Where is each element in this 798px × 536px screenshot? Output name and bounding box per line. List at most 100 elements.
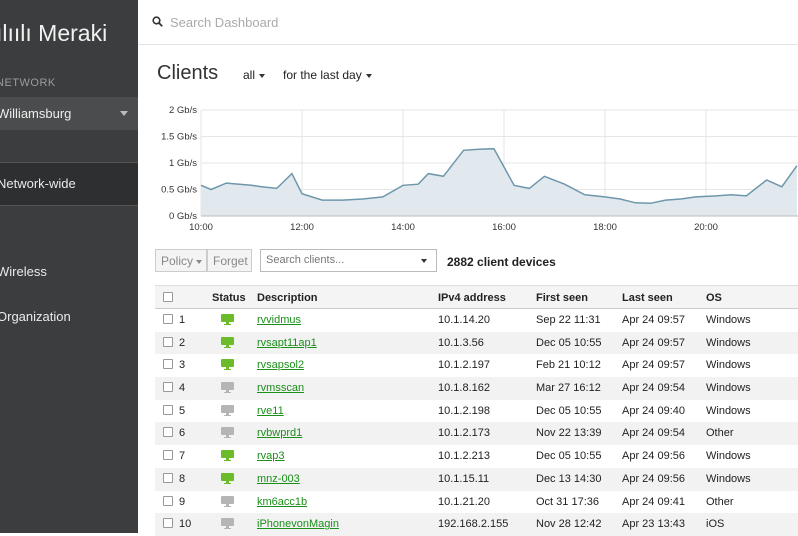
area-series: [201, 148, 797, 216]
last-seen: Apr 24 09:56: [622, 472, 685, 485]
table-row[interactable]: 5 rve11 10.1.2.198 Dec 05 10:55 Apr 24 09:40…: [155, 399, 798, 423]
client-description-link[interactable]: rvsapt11ap1: [257, 336, 317, 349]
table-row[interactable]: 7 rvap3 10.1.2.213 Dec 05 10:55 Apr 24 09:56…: [155, 445, 798, 468]
table-row[interactable]: 2 rvsapt11ap1 10.1.3.56 Dec 05 10:55 Apr 24 …: [155, 331, 798, 355]
os: Windows: [706, 314, 751, 326]
column-header-last-seen[interactable]: Last seen: [622, 292, 673, 304]
os: Windows: [706, 359, 751, 372]
last-seen: Apr 24 09:41: [622, 495, 685, 508]
network-label: NETWORK: [0, 77, 56, 89]
last-seen: Apr 24 09:54: [622, 427, 685, 440]
sidebar: ılıılı Meraki NETWORK Williamsburg Netwo…: [0, 0, 138, 533]
row-number: 4: [179, 382, 186, 395]
column-header-description[interactable]: Description: [257, 292, 318, 304]
search-icon: [152, 16, 163, 27]
client-description-link[interactable]: km6acc1b: [257, 495, 308, 508]
client-count: 2882 client devices: [447, 255, 556, 269]
last-seen: Apr 24 09:56: [622, 450, 685, 463]
sidebar-item-organization[interactable]: Organization: [0, 296, 138, 340]
column-header-status[interactable]: Status: [212, 292, 246, 304]
row-checkbox[interactable]: [163, 518, 173, 529]
monitor-icon: [221, 427, 234, 439]
last-seen: Apr 24 09:57: [622, 336, 685, 349]
table-row[interactable]: 10 iPhonevonMagin 192.168.2.155 Nov 28 12:4…: [155, 513, 798, 536]
client-search-input[interactable]: [266, 254, 411, 266]
table-row[interactable]: 3 rvsapsol2 10.1.2.197 Feb 21 10:12 Apr 24 0…: [155, 354, 798, 378]
table-row[interactable]: 8 mnz-003 10.1.15.11 Dec 13 14:30 Apr 24 09:…: [155, 467, 798, 491]
x-tick-label: 20:00: [694, 222, 718, 233]
policy-button-label: Policy: [161, 254, 194, 268]
row-checkbox[interactable]: [163, 359, 173, 370]
x-tick-label: 18:00: [593, 222, 617, 233]
client-description-link[interactable]: mnz-003: [257, 472, 300, 485]
column-header-first-seen[interactable]: First seen: [536, 292, 588, 304]
row-checkbox[interactable]: [163, 495, 173, 506]
sidebar-item-wireless[interactable]: Wireless: [0, 251, 138, 295]
ipv4-address: 10.1.3.56: [438, 336, 484, 349]
dashboard-search-input[interactable]: [170, 11, 470, 33]
ipv4-address: 10.1.2.173: [438, 427, 490, 440]
first-seen: Dec 13 14:30: [536, 472, 602, 485]
sidebar-item-label: Organization: [0, 309, 71, 324]
table-row[interactable]: 6 rvbwprd1 10.1.2.173 Nov 22 13:39 Apr 24 09…: [155, 422, 798, 446]
ipv4-address: 10.1.2.198: [438, 404, 490, 417]
y-tick-label: 1.5 Gb/s: [161, 132, 197, 143]
row-number: 3: [179, 359, 186, 372]
last-seen: Apr 24 09:57: [622, 314, 685, 326]
y-tick-label: 2 Gb/s: [169, 105, 197, 116]
first-seen: Feb 21 10:12: [536, 359, 601, 372]
monitor-icon: [221, 495, 234, 507]
chevron-down-icon: [120, 111, 128, 116]
table-row[interactable]: 4 rvmsscan 10.1.8.162 Mar 27 16:12 Apr 24 09…: [155, 377, 798, 400]
usage-chart: 0 Gb/s 0.5 Gb/s 1 Gb/s 1.5 Gb/s 2 Gb/s 10:00 1…: [161, 105, 798, 233]
row-number: 10: [179, 518, 192, 531]
client-description-link[interactable]: rvmsscan: [257, 382, 305, 395]
policy-button[interactable]: Policy: [155, 249, 207, 272]
client-description-link[interactable]: rvap3: [257, 450, 285, 463]
row-checkbox[interactable]: [163, 382, 173, 393]
network-selector[interactable]: Williamsburg: [0, 97, 138, 130]
column-header-ipv4[interactable]: IPv4 address: [438, 292, 506, 304]
row-checkbox[interactable]: [163, 314, 173, 324]
client-search-field[interactable]: [260, 249, 437, 272]
row-checkbox[interactable]: [163, 336, 173, 347]
top-bar: [138, 0, 798, 45]
client-description-link[interactable]: rvsapsol2: [257, 359, 305, 372]
first-seen: Dec 05 10:55: [536, 336, 602, 349]
chevron-down-icon[interactable]: [421, 259, 427, 263]
last-seen: Apr 24 09:57: [622, 359, 685, 372]
scope-filter-dropdown[interactable]: all: [243, 68, 266, 82]
select-all-checkbox[interactable]: [163, 292, 173, 302]
page-title: Clients: [157, 62, 219, 84]
row-number: 7: [179, 450, 186, 463]
table-row[interactable]: 1 rvvidmus 10.1.14.20 Sep 22 11:31 Apr 24 09…: [155, 309, 798, 332]
ipv4-address: 10.1.2.213: [438, 450, 490, 463]
table-row[interactable]: 9 km6acc1b 10.1.21.20 Oct 31 17:36 Apr 24 09…: [155, 490, 798, 514]
sidebar-item-network-wide[interactable]: Network-wide: [0, 162, 138, 206]
client-description-link[interactable]: rvbwprd1: [257, 427, 303, 440]
chevron-down-icon: [196, 259, 203, 264]
column-header-os[interactable]: OS: [706, 292, 722, 304]
client-description-link[interactable]: rve11: [257, 404, 284, 417]
last-seen: Apr 24 09:40: [622, 404, 685, 417]
meraki-logo[interactable]: ılıılı Meraki: [0, 20, 108, 46]
x-tick-label: 16:00: [492, 222, 516, 233]
client-description-link[interactable]: rvvidmus: [257, 314, 302, 326]
sidebar-item-label: Network-wide: [0, 176, 76, 191]
first-seen: Dec 05 10:55: [536, 404, 602, 417]
os: Other: [706, 427, 734, 440]
os: Other: [706, 495, 734, 508]
monitor-icon: [221, 382, 234, 394]
first-seen: Sep 22 11:31: [536, 314, 601, 326]
forget-button[interactable]: Forget: [207, 249, 252, 272]
row-checkbox[interactable]: [163, 404, 173, 415]
client-description-link[interactable]: iPhonevonMagin: [257, 518, 339, 531]
table-body: 1 rvvidmus 10.1.14.20 Sep 22 11:31 Apr 24 09…: [155, 309, 798, 536]
row-checkbox[interactable]: [163, 472, 173, 483]
monitor-icon: [221, 450, 234, 462]
first-seen: Oct 31 17:36: [536, 495, 599, 508]
time-filter-dropdown[interactable]: for the last day: [283, 68, 372, 82]
time-filter-label: for the last day: [283, 68, 362, 82]
row-checkbox[interactable]: [163, 427, 173, 438]
row-checkbox[interactable]: [163, 450, 173, 461]
